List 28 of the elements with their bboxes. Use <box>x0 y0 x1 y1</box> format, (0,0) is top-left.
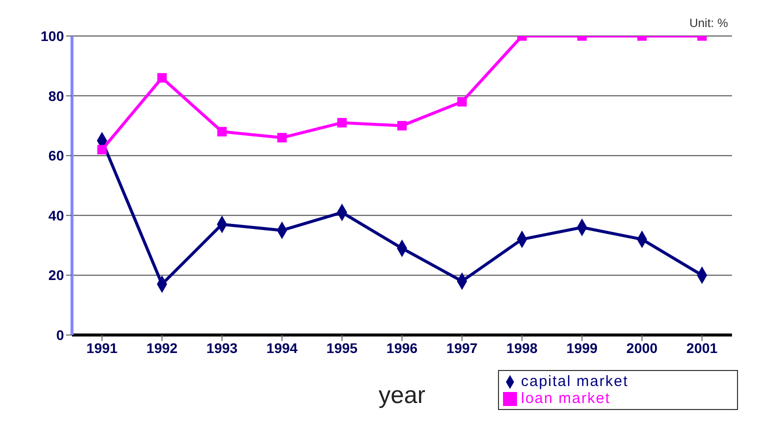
legend-label: loan market <box>521 390 610 407</box>
x-tick-label: 1999 <box>566 340 598 356</box>
x-tick-label: 1993 <box>206 340 238 356</box>
y-tick-label: 80 <box>48 88 64 104</box>
x-tick-label: 1994 <box>266 340 298 356</box>
x-tick-label: 1997 <box>446 340 478 356</box>
y-tick-label: 60 <box>48 148 64 164</box>
y-tick-label: 0 <box>56 326 64 343</box>
x-tick-label: 1991 <box>86 340 118 356</box>
legend-label: capital market <box>521 373 628 390</box>
point <box>337 118 347 128</box>
x-tick-label: 1995 <box>326 340 358 356</box>
text: Unit: % <box>689 16 728 30</box>
y-tick-label: 100 <box>40 28 64 44</box>
x-tick-label: 1996 <box>386 340 418 356</box>
y-tick-label: 20 <box>48 267 64 284</box>
x-axis-title: year <box>378 382 426 409</box>
x-tick-label: 2001 <box>686 340 718 356</box>
y-tick-label: 40 <box>48 207 64 224</box>
point <box>397 120 407 130</box>
x-tick-label: 1998 <box>506 340 538 356</box>
point <box>157 73 167 83</box>
x-tick-label: 2000 <box>626 340 658 356</box>
point <box>277 132 287 142</box>
point <box>457 97 467 107</box>
point <box>97 144 107 154</box>
point <box>217 126 227 136</box>
x-tick-label: 1992 <box>146 340 178 356</box>
